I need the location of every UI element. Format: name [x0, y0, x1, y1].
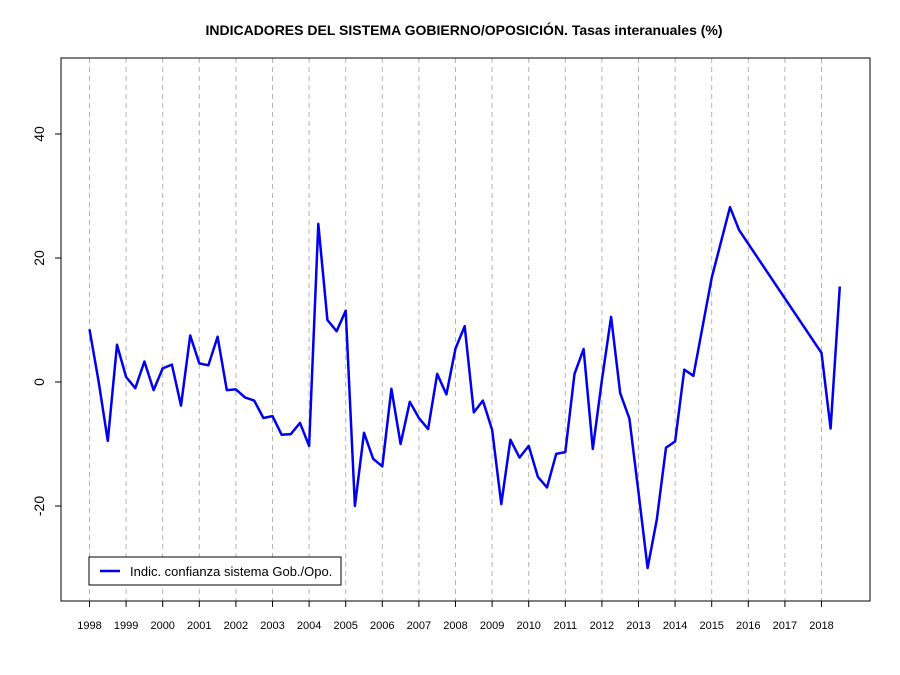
x-tick-label-2004: 2004 [297, 620, 321, 632]
x-tick-label-2016: 2016 [736, 620, 760, 632]
x-tick-label-2008: 2008 [443, 620, 467, 632]
x-tick-label-1998: 1998 [77, 620, 101, 632]
series-line-0 [88, 205, 842, 570]
y-tick-label-20: 20 [31, 250, 47, 266]
y-tick-label-0: 0 [31, 378, 47, 386]
x-tick-label-2005: 2005 [333, 620, 357, 632]
x-tick-label-2001: 2001 [187, 620, 211, 632]
x-tick-label-2003: 2003 [260, 620, 284, 632]
x-tick-label-2006: 2006 [370, 620, 394, 632]
x-tick-label-2007: 2007 [407, 620, 431, 632]
x-tick-label-2009: 2009 [480, 620, 504, 632]
x-tick-label-2015: 2015 [699, 620, 723, 632]
series-layer [88, 205, 842, 570]
plot-frame [60, 57, 871, 602]
grid-lines [89, 58, 822, 601]
x-tick-label-1999: 1999 [114, 620, 138, 632]
legend-label: Indic. confianza sistema Gob./Opo. [130, 564, 332, 579]
x-tick-label-2002: 2002 [224, 620, 248, 632]
x-tick-label-2000: 2000 [150, 620, 174, 632]
legend: Indic. confianza sistema Gob./Opo. [88, 556, 342, 586]
x-tick-label-2013: 2013 [626, 620, 650, 632]
x-axis: 1998 1999 2000 2001 2002 2003 2004 2005 2006 2007… [77, 601, 834, 632]
legend-box [88, 556, 342, 586]
x-tick-label-2011: 2011 [553, 620, 577, 632]
x-tick-label-2012: 2012 [590, 620, 614, 632]
x-tick-label-2017: 2017 [773, 620, 797, 632]
chart-title: INDICADORES DEL SISTEMA GOBIERNO/OPOSICI… [205, 21, 722, 38]
x-tick-label-2010: 2010 [516, 620, 540, 632]
y-axis: 40 20 0 -20 [31, 126, 61, 516]
x-tick-label-2014: 2014 [663, 620, 687, 632]
y-tick-label--20: -20 [31, 496, 47, 516]
x-tick-label-2018: 2018 [809, 620, 833, 632]
y-tick-label-40: 40 [31, 126, 47, 142]
